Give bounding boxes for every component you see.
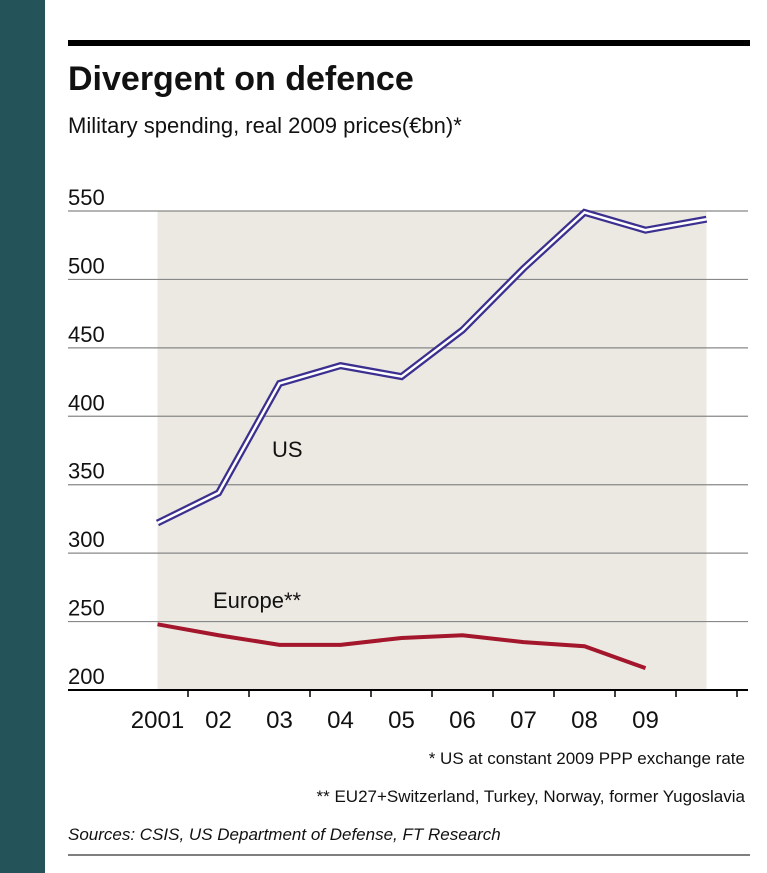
- y-tick-label: 250: [68, 596, 105, 621]
- series-line: [157, 622, 647, 670]
- chart-subtitle: Military spending, real 2009 prices(€bn)…: [68, 113, 462, 138]
- footnote: * US at constant 2009 PPP exchange rate: [429, 749, 745, 768]
- y-tick-label: 300: [68, 527, 105, 552]
- x-tick-label: 02: [205, 707, 232, 734]
- x-tick-label: 07: [510, 707, 537, 734]
- chart-title: Divergent on defence: [68, 60, 414, 98]
- y-tick-label: 200: [68, 664, 105, 689]
- series-label: US: [272, 437, 303, 462]
- x-tick-label: 03: [266, 707, 293, 734]
- x-tick-label: 05: [388, 707, 415, 734]
- x-tick-label: 09: [632, 707, 659, 734]
- y-tick-label: 500: [68, 253, 105, 278]
- y-tick-label: 450: [68, 322, 105, 347]
- x-tick-label: 06: [449, 707, 476, 734]
- y-tick-label: 350: [68, 459, 105, 484]
- plot: 200 250 300 350 400 450 500 550 2001 02 03 04 05 06 07…: [68, 185, 748, 734]
- source: Sources: CSIS, US Department of Defense,…: [68, 825, 501, 844]
- x-tick-label: 08: [571, 707, 598, 734]
- plot-area: [157, 211, 707, 690]
- y-tick-label: 550: [68, 185, 105, 210]
- series-line-inner: [156, 210, 707, 525]
- footnote: ** EU27+Switzerland, Turkey, Norway, for…: [317, 787, 746, 806]
- series-label: Europe**: [213, 588, 302, 613]
- y-tick-label: 400: [68, 390, 105, 415]
- x-tick-label: 04: [327, 707, 354, 734]
- x-tick-label: 2001: [131, 707, 184, 734]
